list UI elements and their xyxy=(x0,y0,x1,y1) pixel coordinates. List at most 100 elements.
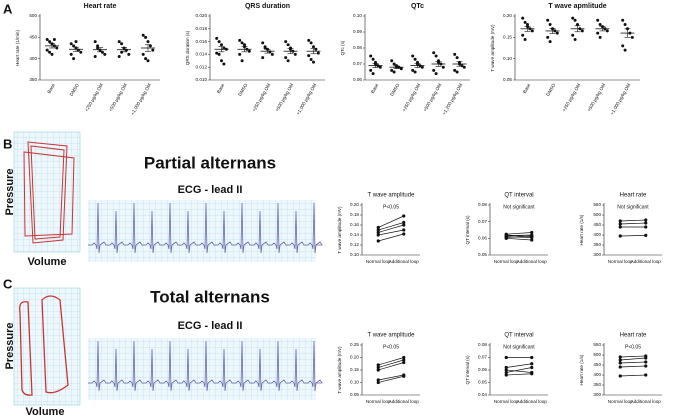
data-point xyxy=(571,33,575,37)
data-point xyxy=(402,214,406,218)
y-tick-label: 300 xyxy=(593,392,601,397)
data-point xyxy=(598,35,602,39)
data-point xyxy=(376,363,380,367)
y-tick-label: 400 xyxy=(593,372,601,377)
data-point xyxy=(371,72,375,76)
data-point xyxy=(644,221,648,225)
data-point xyxy=(621,44,625,48)
y-tick-label: 0.05 xyxy=(503,77,512,82)
data-point xyxy=(314,47,318,51)
data-point xyxy=(148,44,152,48)
data-point xyxy=(390,59,394,63)
y-tick-label: 0.10 xyxy=(350,252,359,257)
pair-line xyxy=(506,237,532,241)
chart-title: QTc xyxy=(411,3,424,10)
pair-line xyxy=(506,363,532,368)
data-point xyxy=(402,358,406,362)
annotation: Not significant xyxy=(503,344,535,350)
y-tick-label: 450 xyxy=(593,362,601,367)
data-point xyxy=(74,40,78,44)
data-point xyxy=(263,46,267,50)
y-tick-label: 0.07 xyxy=(353,61,362,66)
data-point xyxy=(378,65,382,69)
data-point xyxy=(376,228,380,232)
data-point xyxy=(453,68,457,72)
data-point xyxy=(402,232,406,236)
data-point xyxy=(530,362,534,366)
panel-label: A xyxy=(3,1,13,16)
data-point xyxy=(117,55,121,59)
x-tick-label: Additional loop xyxy=(517,399,548,404)
ecg-label: ECG - lead II xyxy=(178,184,243,196)
y-tick-label: 0.20 xyxy=(503,13,512,18)
y-tick-label: 0.10 xyxy=(353,13,362,18)
panel-title: Total alternans xyxy=(150,287,270,306)
data-point xyxy=(576,23,579,27)
pair-line xyxy=(620,222,646,225)
data-point xyxy=(261,41,265,45)
pair-line xyxy=(506,369,532,373)
data-point xyxy=(596,31,600,35)
chart-title: QT interval xyxy=(504,193,533,199)
y-tick-label: 450 xyxy=(29,35,37,40)
y-tick-label: 0.06 xyxy=(353,77,362,82)
data-point xyxy=(50,52,54,56)
x-tick-label: +1,000 µg/kg OM xyxy=(295,82,317,115)
data-point xyxy=(504,355,508,360)
pv-loop-c xyxy=(13,287,81,406)
data-point xyxy=(644,364,648,368)
data-point xyxy=(376,380,380,385)
y-tick-label: 450 xyxy=(593,222,601,227)
x-tick-label: Additional loop xyxy=(631,399,662,404)
x-tick-label: +250 µg/kg OM xyxy=(84,82,104,112)
pair-line xyxy=(506,234,532,237)
data-point xyxy=(390,68,394,72)
pair-line xyxy=(620,374,646,377)
data-point xyxy=(270,52,274,56)
data-point xyxy=(284,56,288,60)
pair-line xyxy=(506,232,532,235)
panel-label: C xyxy=(3,276,13,291)
data-point xyxy=(526,23,529,27)
data-point xyxy=(222,62,226,66)
pair-line xyxy=(506,236,532,238)
data-point xyxy=(618,365,622,369)
y-tick-label: 0.15 xyxy=(503,35,512,40)
chart-title: Heart rate xyxy=(620,333,647,339)
data-point xyxy=(45,37,49,41)
data-point xyxy=(432,51,436,55)
data-point xyxy=(243,43,246,47)
data-point xyxy=(309,41,313,45)
data-point xyxy=(96,44,100,48)
chart-title: T wave amplitude xyxy=(368,193,416,199)
ecg-trace xyxy=(88,202,323,254)
data-point xyxy=(455,70,459,74)
data-point xyxy=(144,35,148,39)
annotation: P<0.05 xyxy=(383,344,399,350)
pair-line xyxy=(378,215,404,228)
data-point xyxy=(555,31,559,35)
data-point xyxy=(55,46,59,50)
data-point xyxy=(644,218,648,222)
data-point xyxy=(548,40,552,44)
data-point xyxy=(644,360,648,364)
y-tick-label: 0.08 xyxy=(478,202,487,207)
data-point xyxy=(618,358,622,362)
data-point xyxy=(240,41,244,45)
y-tick-label: 0.15 xyxy=(350,367,359,372)
data-point xyxy=(120,50,124,54)
data-point xyxy=(411,54,415,58)
x-tick-label: +1,000 µg/kg OM xyxy=(609,82,631,115)
data-point xyxy=(618,222,622,226)
data-point xyxy=(621,18,625,22)
x-tick-label: +1,000 µg/kg OM xyxy=(130,82,152,115)
data-point xyxy=(546,18,550,22)
data-point xyxy=(644,225,648,229)
data-point xyxy=(215,36,219,40)
data-point xyxy=(376,230,380,235)
x-tick-label: DMSO xyxy=(545,82,556,97)
pair-line xyxy=(620,357,646,361)
pair-line xyxy=(620,219,646,222)
x-tick-label: +500 µg/kg OM xyxy=(422,82,442,112)
y-tick-label: 550 xyxy=(593,342,601,347)
